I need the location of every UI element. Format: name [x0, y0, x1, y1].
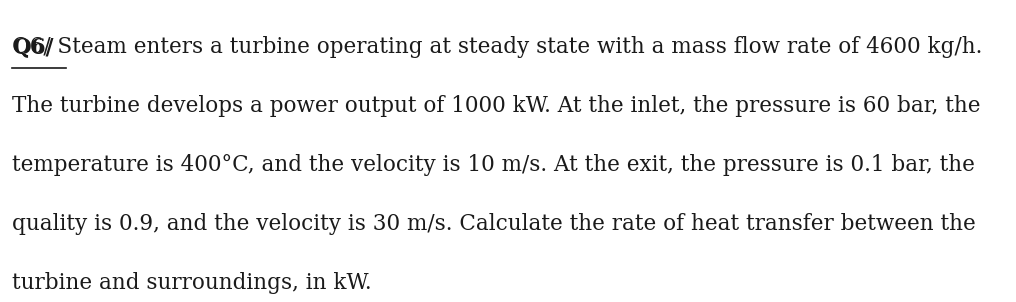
Text: The turbine develops a power output of 1000 kW. At the inlet, the pressure is 60: The turbine develops a power output of 1… [12, 95, 980, 117]
Text: quality is 0.9, and the velocity is 30 m/s. Calculate the rate of heat transfer : quality is 0.9, and the velocity is 30 m… [12, 213, 976, 235]
Text: temperature is 400°C, and the velocity is 10 m/s. At the exit, the pressure is 0: temperature is 400°C, and the velocity i… [12, 154, 975, 176]
Text: Q6/ Steam enters a turbine operating at steady state with a mass flow rate of 46: Q6/ Steam enters a turbine operating at … [12, 36, 982, 58]
Text: turbine and surroundings, in kW.: turbine and surroundings, in kW. [12, 272, 372, 294]
Text: Q6/: Q6/ [12, 36, 54, 58]
